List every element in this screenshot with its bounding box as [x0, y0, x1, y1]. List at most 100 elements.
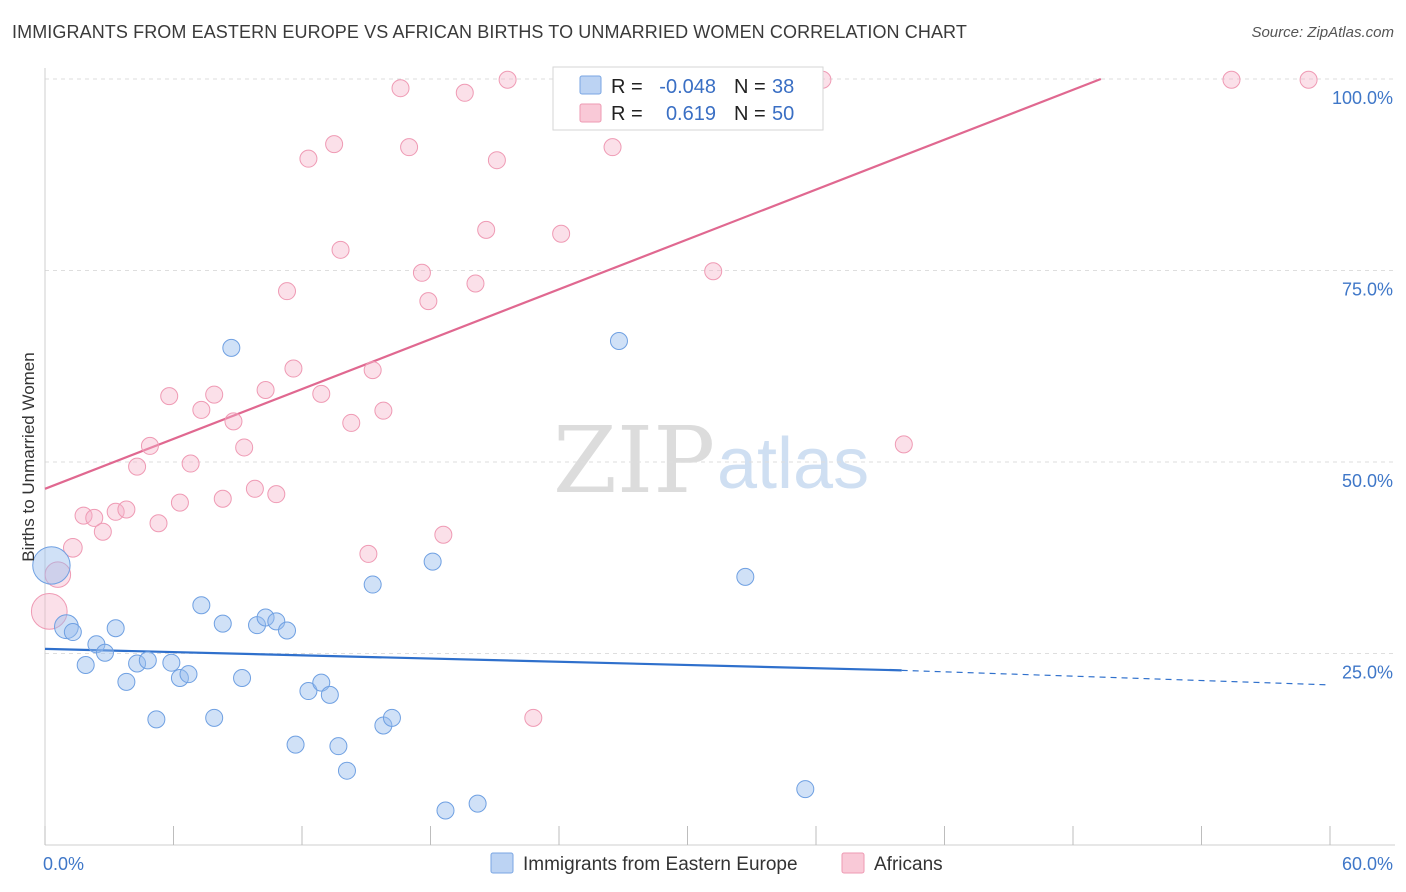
- point-africans: [74, 506, 93, 525]
- point-africans: [331, 240, 350, 259]
- gridlines: [45, 78, 1395, 654]
- stats-n-label-2: N =: [734, 103, 766, 125]
- point-eastern-europe: [32, 546, 71, 585]
- point-africans: [455, 83, 474, 102]
- x-tick-label: 60.0%: [1342, 854, 1393, 874]
- point-africans: [487, 151, 506, 170]
- stats-r-value-2: 0.619: [666, 103, 716, 125]
- point-eastern-europe: [329, 737, 348, 756]
- watermark-zip: ZIP: [553, 407, 715, 514]
- point-eastern-europe: [179, 665, 198, 684]
- point-africans: [149, 514, 168, 533]
- point-africans: [44, 561, 72, 588]
- point-eastern-europe: [117, 672, 136, 691]
- point-africans: [205, 385, 224, 404]
- legend-label-eastern-europe: Immigrants from Eastern Europe: [523, 854, 798, 875]
- point-africans: [391, 79, 410, 98]
- chart-title: IMMIGRANTS FROM EASTERN EUROPE VS AFRICA…: [12, 22, 967, 42]
- point-africans: [434, 525, 453, 544]
- point-eastern-europe: [286, 735, 305, 754]
- point-eastern-europe: [278, 621, 297, 640]
- point-africans: [466, 274, 485, 293]
- legend-swatch-eastern-europe: [490, 852, 514, 874]
- trend-line-eastern-europe-extension: [901, 669, 1331, 686]
- source-credit: Source: ZipAtlas.com: [1251, 24, 1394, 41]
- y-tick-label: 50.0%: [1342, 471, 1393, 491]
- point-eastern-europe: [256, 608, 275, 627]
- stats-swatch-pink: [579, 103, 602, 123]
- point-africans: [524, 708, 543, 727]
- legend: Immigrants from Eastern Europe Africans: [490, 852, 943, 875]
- point-africans: [140, 436, 159, 455]
- tick-labels: 25.0% 50.0% 75.0% 100.0% 0.0% 60.0%: [43, 88, 1393, 874]
- point-africans: [1299, 70, 1318, 89]
- watermark-atlas: atlas: [717, 424, 869, 504]
- point-africans: [342, 413, 361, 432]
- point-eastern-europe: [363, 575, 382, 594]
- point-eastern-europe: [299, 682, 318, 701]
- y-axis-label: Births to Unmarried Women: [19, 352, 38, 561]
- point-africans: [256, 380, 275, 399]
- axes: [44, 68, 1395, 846]
- point-africans: [181, 454, 200, 473]
- point-eastern-europe: [233, 669, 252, 688]
- point-africans: [603, 138, 622, 157]
- point-africans: [224, 412, 243, 431]
- data-points: [30, 70, 1318, 820]
- point-eastern-europe: [95, 643, 114, 662]
- point-africans: [128, 457, 147, 476]
- point-africans: [267, 485, 286, 504]
- point-africans: [363, 361, 382, 380]
- point-africans: [419, 292, 438, 311]
- point-africans: [312, 384, 331, 403]
- point-africans: [374, 401, 393, 420]
- point-eastern-europe: [128, 654, 147, 673]
- point-africans: [117, 500, 136, 519]
- stats-box: R = -0.048 N = 38 R = 0.619 N = 50: [552, 66, 824, 131]
- point-africans: [93, 522, 112, 541]
- point-eastern-europe: [63, 623, 82, 642]
- trend-lines: [44, 77, 1331, 686]
- stats-n-label-1: N =: [734, 76, 766, 98]
- point-africans: [552, 224, 571, 243]
- point-eastern-europe: [312, 673, 331, 692]
- point-eastern-europe: [162, 653, 181, 672]
- x-tick-label: 0.0%: [43, 854, 84, 874]
- legend-swatch-africans: [841, 852, 865, 874]
- point-africans: [160, 387, 179, 406]
- legend-label-africans: Africans: [874, 854, 943, 875]
- point-africans: [1222, 70, 1241, 89]
- point-eastern-europe: [147, 710, 166, 729]
- point-africans: [235, 438, 254, 457]
- point-eastern-europe: [205, 708, 224, 727]
- point-eastern-europe: [436, 801, 455, 820]
- y-tick-label: 75.0%: [1342, 280, 1393, 300]
- point-eastern-europe: [170, 669, 189, 688]
- point-eastern-europe: [138, 651, 157, 670]
- point-eastern-europe: [796, 780, 815, 799]
- y-tick-label: 25.0%: [1342, 663, 1393, 683]
- y-tick-label: 100.0%: [1332, 88, 1393, 108]
- point-africans: [170, 493, 189, 512]
- point-eastern-europe: [382, 708, 401, 727]
- point-eastern-europe: [337, 761, 356, 780]
- point-africans: [498, 70, 517, 89]
- point-eastern-europe: [320, 685, 339, 704]
- point-africans: [299, 149, 318, 168]
- stats-swatch-blue: [579, 75, 602, 95]
- point-eastern-europe: [106, 619, 125, 638]
- point-eastern-europe: [192, 596, 211, 615]
- stats-r-label-2: R =: [611, 103, 643, 125]
- point-africans: [325, 135, 344, 154]
- point-africans: [245, 479, 264, 498]
- point-africans: [359, 544, 378, 563]
- point-africans: [106, 502, 125, 521]
- stats-n-value-1: 38: [772, 76, 794, 98]
- point-africans: [30, 593, 68, 630]
- point-eastern-europe: [736, 567, 755, 586]
- point-africans: [85, 508, 104, 527]
- point-africans: [278, 282, 297, 301]
- point-africans: [894, 435, 913, 454]
- point-eastern-europe: [213, 614, 232, 633]
